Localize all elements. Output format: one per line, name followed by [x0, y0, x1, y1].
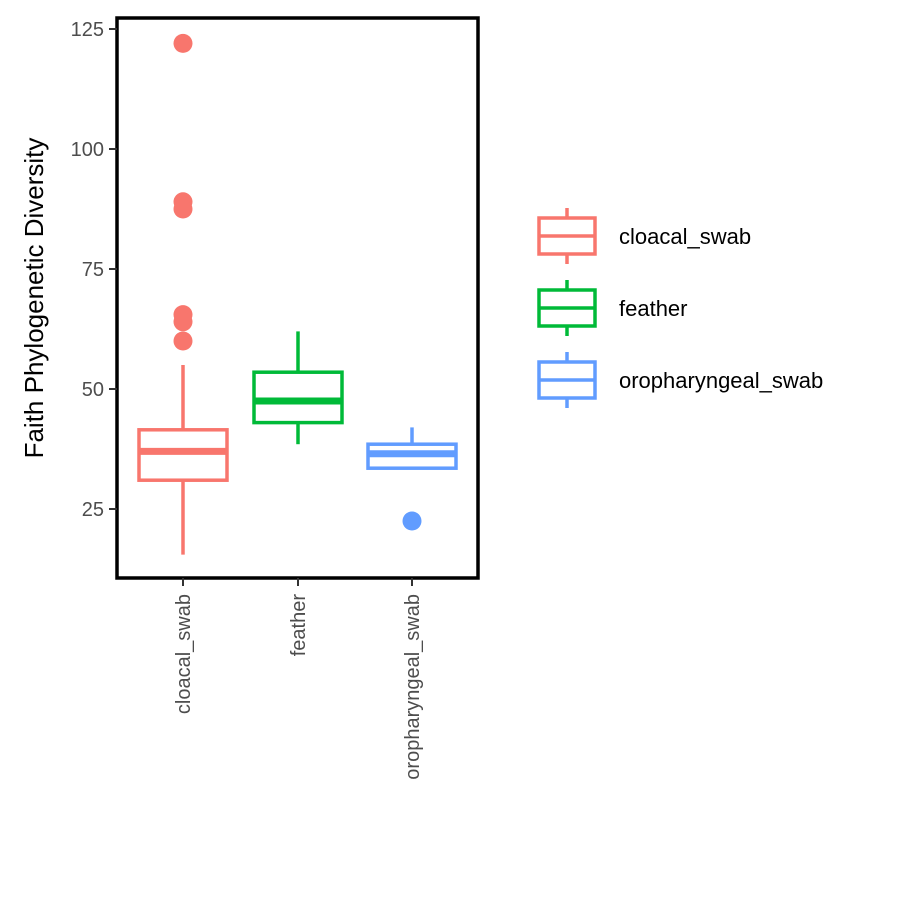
box-iqr [252, 370, 344, 425]
boxes-layer [137, 33, 458, 555]
y-axis-title: Faith Phylogenetic Diversity [19, 138, 49, 459]
x-tick-label: cloacal_swab [173, 594, 195, 714]
legend-label: feather [619, 296, 688, 321]
x-axis: cloacal_swab feather oropharyngeal_swab [173, 578, 424, 780]
x-tick-label: oropharyngeal_swab [402, 594, 424, 780]
y-tick-label: 75 [82, 259, 104, 281]
plot-panel-border [115, 16, 480, 580]
box-group-oropharyngeal_swab [366, 427, 458, 531]
box-group-cloacal_swab [137, 33, 229, 555]
y-axis: 25 50 75 100 125 [71, 19, 117, 521]
y-tick-label: 100 [71, 139, 104, 161]
box-group-feather [252, 331, 344, 445]
y-tick-label: 125 [71, 19, 104, 41]
legend-label: cloacal_swab [619, 224, 751, 249]
legend-label: oropharyngeal_swab [619, 368, 823, 393]
outlier-point [173, 33, 193, 53]
box-iqr [137, 428, 229, 482]
outlier-point [173, 312, 193, 332]
y-tick-label: 25 [82, 499, 104, 521]
outlier-point [402, 511, 422, 531]
legend-item-oropharyngeal_swab: oropharyngeal_swab [537, 352, 823, 408]
legend-item-feather: feather [537, 280, 688, 336]
x-tick-label: feather [288, 594, 310, 657]
outlier-point [173, 199, 193, 219]
outlier-point [173, 331, 193, 351]
y-tick-label: 50 [82, 379, 104, 401]
legend-item-cloacal_swab: cloacal_swab [537, 208, 751, 264]
